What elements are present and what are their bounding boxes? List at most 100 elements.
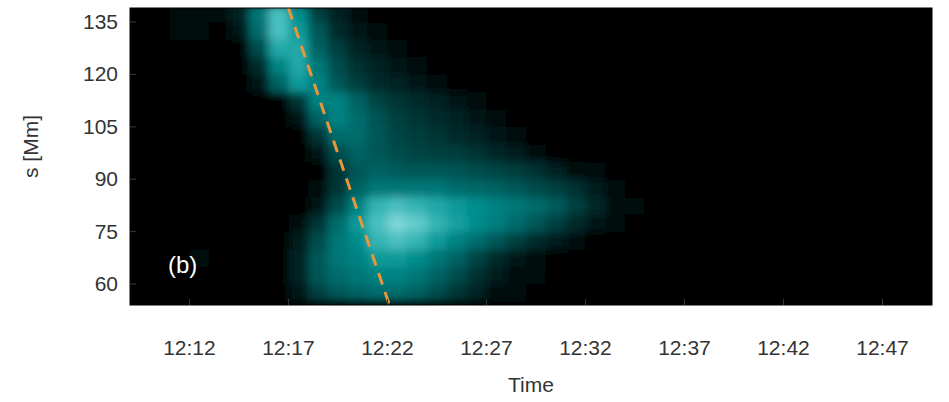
heat-cell <box>368 57 388 75</box>
x-tick <box>585 299 586 305</box>
heat-cell <box>229 179 249 197</box>
heat-cell <box>566 232 586 250</box>
heat-cell <box>368 74 388 92</box>
heat-cell <box>229 214 249 232</box>
heat-cell <box>566 249 586 267</box>
heat-cell <box>387 8 407 22</box>
heat-cell <box>546 162 566 180</box>
heat-cell <box>566 92 586 110</box>
heat-cell <box>427 8 447 22</box>
heat-cell <box>348 144 368 162</box>
heat-cell <box>585 232 605 250</box>
heat-cell <box>665 284 685 302</box>
heat-cell <box>585 162 605 180</box>
heat-cell <box>506 74 526 92</box>
heat-cell <box>189 214 209 232</box>
heat-cell <box>625 109 645 127</box>
heat-cell <box>585 92 605 110</box>
heat-cell <box>486 249 506 267</box>
heat-cell <box>249 179 269 197</box>
heat-cell <box>526 92 546 110</box>
heat-cell <box>546 109 566 127</box>
heat-cell <box>229 162 249 180</box>
heat-cell <box>566 197 586 215</box>
heat-cell <box>566 74 586 92</box>
heat-cell <box>526 22 546 40</box>
heat-cell <box>328 8 348 22</box>
heat-cell <box>170 74 190 92</box>
heat-cell <box>486 214 506 232</box>
heat-cell <box>585 249 605 267</box>
heat-cell <box>189 127 209 145</box>
heat-cell <box>368 109 388 127</box>
heat-cell <box>467 232 487 250</box>
heat-cell <box>368 22 388 40</box>
heat-cell <box>229 109 249 127</box>
heat-cell <box>387 179 407 197</box>
heat-cell <box>665 8 685 22</box>
plot-frame <box>130 8 932 305</box>
heat-cell <box>566 22 586 40</box>
heat-cell <box>387 162 407 180</box>
y-axis-title: s [Mm] <box>19 115 42 178</box>
heat-cell <box>625 197 645 215</box>
heat-cell <box>625 214 645 232</box>
heat-cell <box>645 284 665 302</box>
heat-cell <box>269 267 289 285</box>
heat-cell <box>288 57 308 75</box>
heat-cell <box>585 74 605 92</box>
y-tick <box>130 179 136 180</box>
heat-cell <box>506 92 526 110</box>
heat-cell <box>209 144 229 162</box>
heat-cell <box>189 8 209 22</box>
heat-cell <box>467 284 487 302</box>
heat-cell <box>486 232 506 250</box>
x-tick-label: 12:27 <box>460 336 513 359</box>
heat-cell <box>229 144 249 162</box>
heat-cell <box>407 127 427 145</box>
heat-cell <box>546 127 566 145</box>
heat-cell <box>566 8 586 22</box>
heat-cell <box>665 109 685 127</box>
heat-cell <box>447 144 467 162</box>
heat-cell <box>249 92 269 110</box>
heat-cell <box>387 92 407 110</box>
heat-cell <box>546 39 566 57</box>
heat-cell <box>427 284 447 302</box>
heat-cell <box>486 267 506 285</box>
heat-cell <box>348 109 368 127</box>
heat-cell <box>308 197 328 215</box>
heat-cell <box>170 144 190 162</box>
heat-cell <box>447 57 467 75</box>
heat-cell <box>427 144 447 162</box>
heat-cell <box>566 162 586 180</box>
heat-cell <box>328 144 348 162</box>
heat-cell <box>566 57 586 75</box>
heat-cell <box>665 39 685 57</box>
heat-cell <box>407 109 427 127</box>
heat-cell <box>625 22 645 40</box>
heat-cell <box>348 284 368 302</box>
heat-cell <box>269 232 289 250</box>
heat-cell <box>269 57 289 75</box>
heat-cell <box>407 144 427 162</box>
heat-cell <box>605 267 625 285</box>
heat-cell <box>467 57 487 75</box>
heat-cell <box>209 57 229 75</box>
heat-cell <box>209 22 229 40</box>
heat-cell <box>645 214 665 232</box>
heat-cell <box>170 162 190 180</box>
heat-cell <box>506 214 526 232</box>
heat-cell <box>209 162 229 180</box>
heat-cell <box>526 144 546 162</box>
heat-cell <box>229 284 249 302</box>
heat-cell <box>209 109 229 127</box>
heat-cell <box>229 197 249 215</box>
heat-cell <box>625 39 645 57</box>
heat-cell <box>288 127 308 145</box>
heat-cell <box>308 179 328 197</box>
heat-cell <box>546 74 566 92</box>
heat-cell <box>605 232 625 250</box>
heat-cell <box>447 22 467 40</box>
x-tick <box>288 299 289 305</box>
